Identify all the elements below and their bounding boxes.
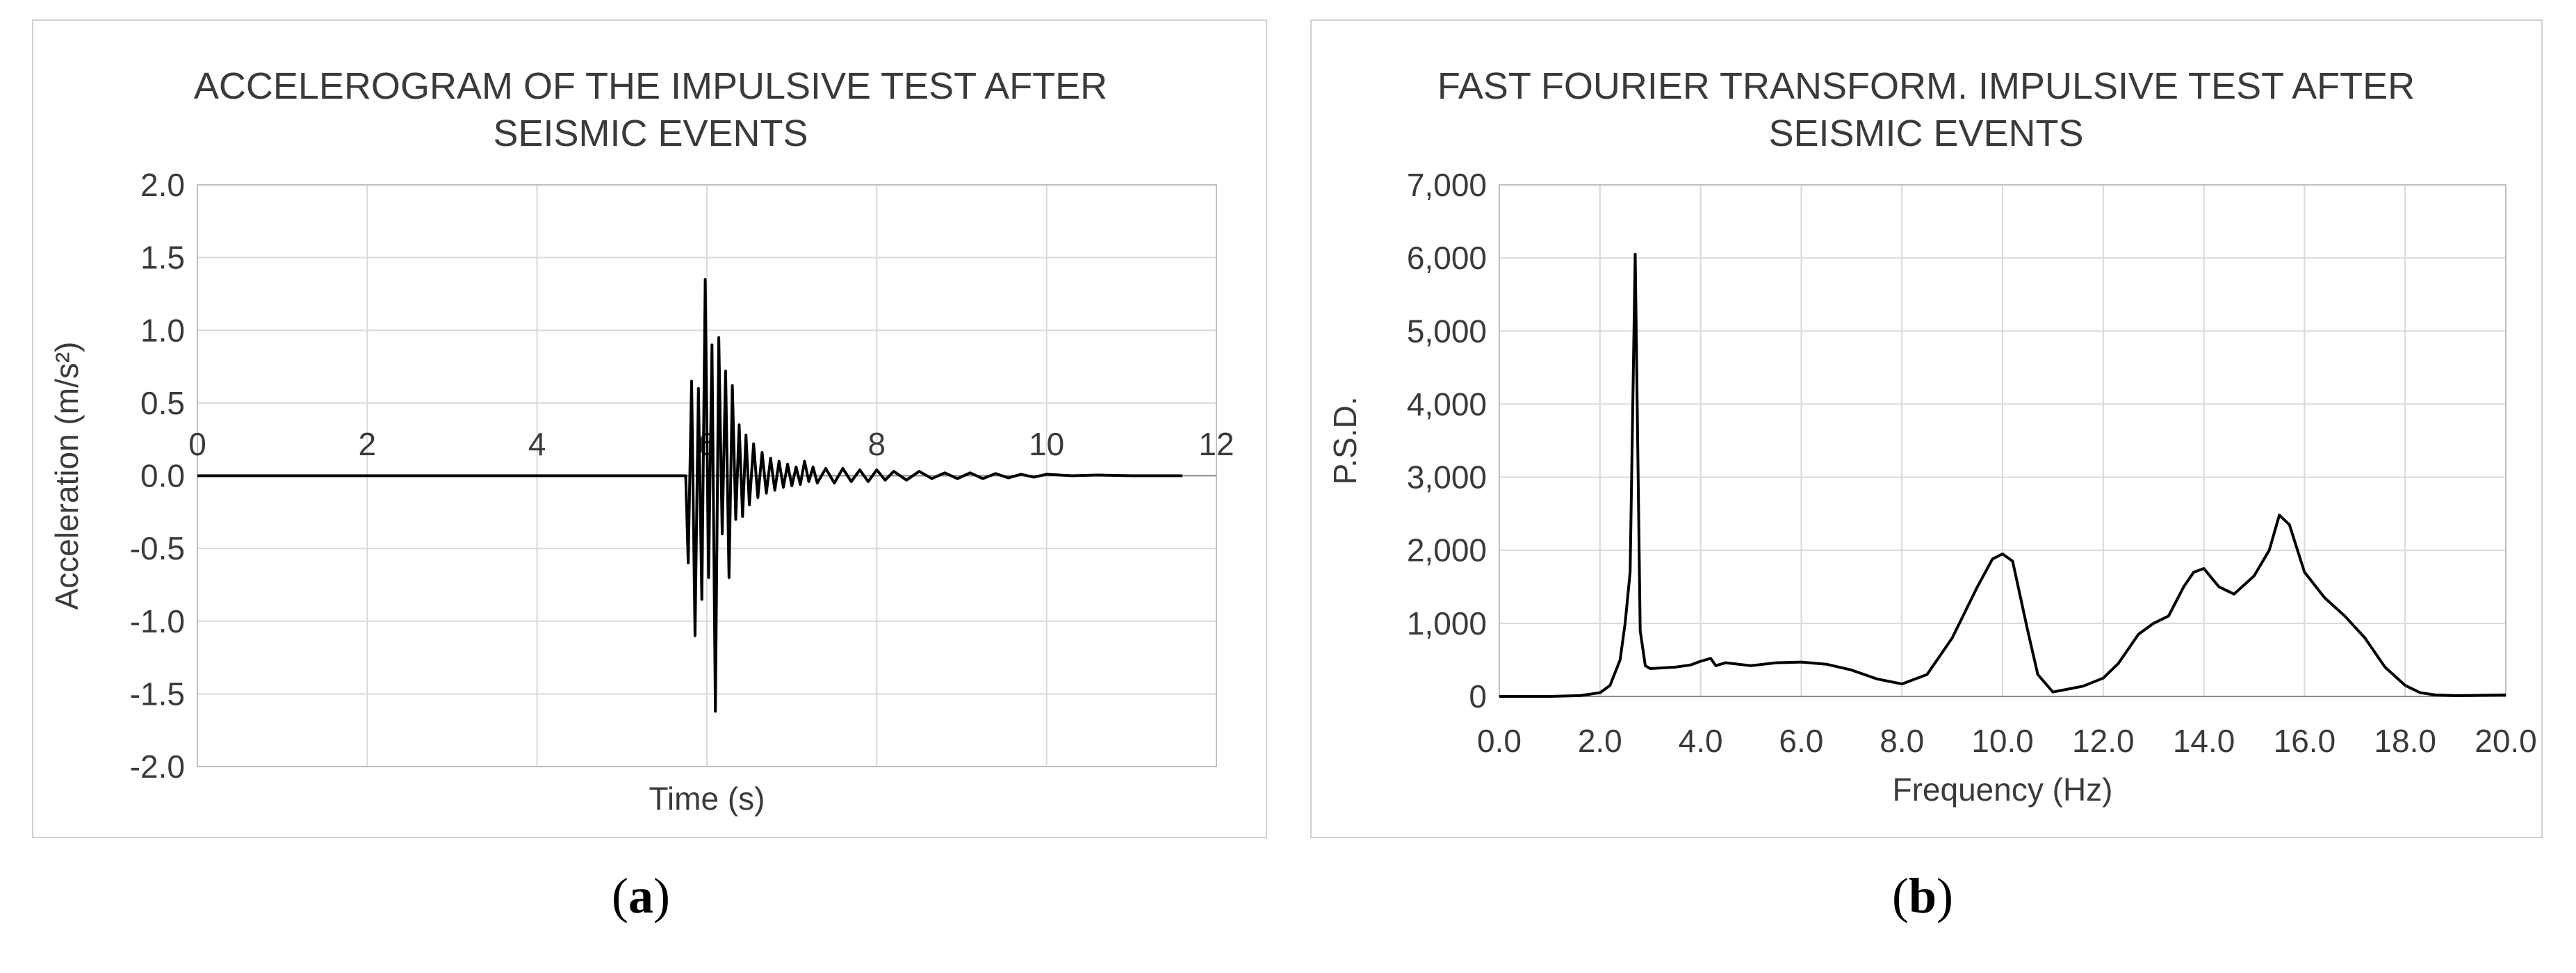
y-tick-label: 7,000 [1407,167,1487,203]
x-tick-label: 2 [359,426,377,462]
y-tick-label: 3,000 [1407,459,1487,496]
chart-panel-fft: FAST FOURIER TRANSFORM. IMPULSIVE TEST A… [1310,19,2543,838]
caption-a: (a) [612,868,670,924]
series-line [1499,252,2506,698]
y-tick-label: -1.5 [130,676,185,712]
accelerogram-chart: ACCELEROGRAM OF THE IMPULSIVE TEST AFTER… [49,65,1234,817]
chart-title-line: ACCELEROGRAM OF THE IMPULSIVE TEST AFTER [194,65,1107,107]
x-tick-label: 12.0 [2072,723,2135,759]
y-tick-label: -0.5 [130,530,185,566]
y-tick-label: 5,000 [1407,313,1487,349]
x-tick-label: 10 [1029,426,1064,462]
x-tick-label: 14.0 [2173,723,2235,759]
series-line [197,278,1183,713]
x-tick-label: 4 [528,426,546,462]
y-tick-label: 0.0 [140,458,185,494]
y-tick-label: 1,000 [1407,605,1487,641]
y-tick-label: 0 [1469,678,1487,714]
chart-panel-accelerogram: ACCELEROGRAM OF THE IMPULSIVE TEST AFTER… [32,19,1267,838]
y-tick-label: 1.5 [140,240,185,276]
caption-b: (b) [1892,868,1954,924]
x-tick-label: 8.0 [1880,723,1924,759]
x-axis-label: Time (s) [649,780,765,817]
x-tick-label: 0.0 [1477,723,1522,759]
y-axis-label: P.S.D. [1327,397,1363,485]
y-tick-label: -2.0 [130,749,185,785]
x-tick-label: 4.0 [1679,723,1723,759]
chart-title-line: FAST FOURIER TRANSFORM. IMPULSIVE TEST A… [1437,65,2415,107]
y-tick-label: 2.0 [140,167,185,203]
x-tick-label: 20.0 [2475,723,2537,759]
y-tick-label: 6,000 [1407,240,1487,276]
y-tick-label: 0.5 [140,385,185,421]
x-tick-label: 10.0 [1971,723,2034,759]
chart-title-line: SEISMIC EVENTS [493,113,808,154]
y-tick-label: 1.0 [140,312,185,348]
x-tick-label: 8 [868,426,886,462]
x-tick-label: 16.0 [2274,723,2336,759]
y-tick-label: -1.0 [130,603,185,639]
chart-title-line: SEISMIC EVENTS [1768,113,2083,154]
x-tick-label: 12 [1198,426,1234,462]
y-tick-label: 4,000 [1407,386,1487,422]
x-tick-label: 2.0 [1578,723,1622,759]
x-tick-label: 6.0 [1779,723,1823,759]
fft-chart: FAST FOURIER TRANSFORM. IMPULSIVE TEST A… [1327,65,2537,808]
y-axis-label: Acceleration (m/s²) [49,342,85,610]
x-tick-label: 0 [188,426,206,462]
x-axis-label: Frequency (Hz) [1893,771,2113,808]
y-tick-label: 2,000 [1407,532,1487,569]
x-tick-label: 18.0 [2374,723,2436,759]
